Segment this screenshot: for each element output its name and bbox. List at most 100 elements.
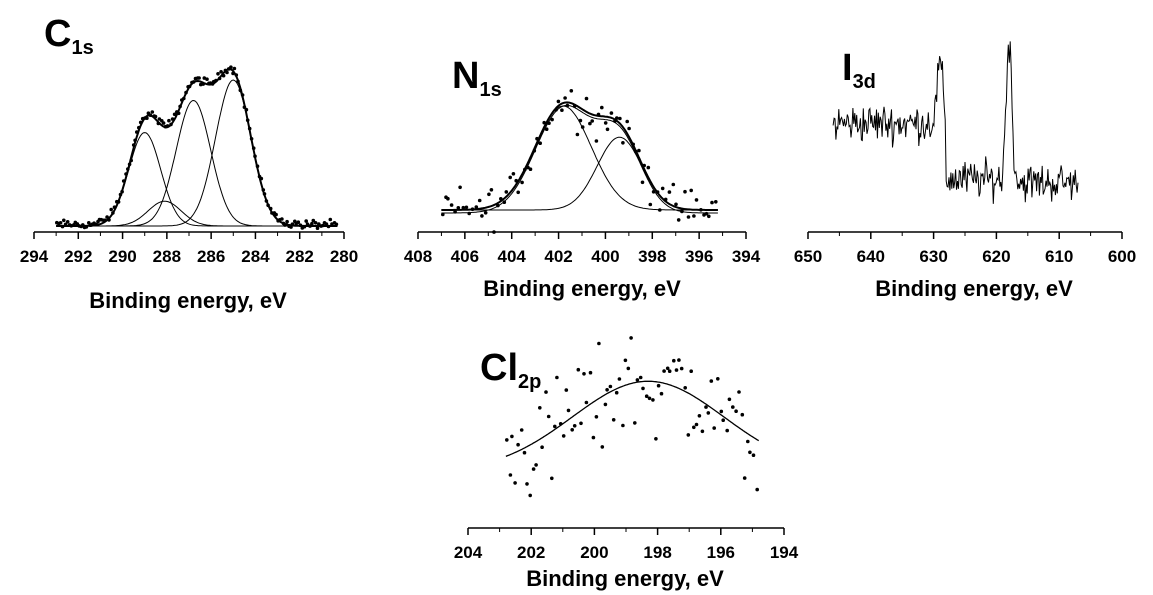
data-point-c1s: [103, 218, 107, 223]
data-point-n1s: [516, 190, 520, 195]
data-point-c1s: [302, 224, 307, 229]
data-point-cl2p: [546, 414, 551, 419]
data-point-n1s: [532, 149, 537, 153]
data-point-n1s: [627, 126, 631, 131]
data-point-cl2p: [576, 367, 581, 372]
data-point-c1s: [178, 104, 182, 109]
data-point-c1s: [121, 179, 126, 183]
x-tick-label-n1s: 408: [404, 247, 432, 266]
data-point-n1s: [547, 121, 551, 125]
data-point-n1s: [528, 167, 533, 171]
data-point-cl2p: [697, 414, 702, 418]
plot-area-c1s: 294 292 290 288 286 284 282 280: [20, 65, 358, 266]
data-point-cl2p: [528, 493, 532, 498]
data-point-n1s: [637, 148, 641, 153]
data-point-n1s: [621, 141, 625, 145]
data-point-c1s: [105, 215, 109, 219]
data-point-c1s: [84, 225, 89, 229]
data-point-n1s: [707, 214, 711, 219]
data-point-cl2p: [704, 405, 708, 409]
panel-title-cl2p-sub: 2p: [518, 371, 541, 393]
data-point-n1s: [542, 120, 546, 125]
data-point-n1s: [461, 205, 466, 210]
x-tick-label-cl2p: 198: [643, 543, 671, 562]
data-point-c1s: [201, 82, 205, 86]
data-point-cl2p: [614, 390, 619, 395]
data-point-c1s: [172, 112, 177, 117]
data-point-n1s: [625, 119, 629, 124]
data-point-cl2p: [534, 463, 538, 467]
data-point-n1s: [464, 205, 469, 210]
data-point-c1s: [289, 225, 293, 229]
data-point-c1s: [197, 76, 201, 80]
data-point-cl2p: [737, 390, 741, 394]
data-point-c1s: [310, 221, 314, 226]
data-point-n1s: [609, 111, 614, 115]
x-tick-label-c1s: 280: [330, 247, 358, 266]
data-point-c1s: [169, 122, 173, 127]
data-point-n1s: [658, 208, 662, 212]
data-point-n1s: [671, 182, 676, 187]
x-tick-label-c1s: 282: [286, 247, 314, 266]
x-tick-label-n1s: 398: [638, 247, 666, 266]
data-point-c1s: [187, 84, 192, 89]
data-point-cl2p: [513, 481, 517, 485]
data-point-cl2p: [600, 445, 605, 449]
x-axis-title-i3d: Binding energy, eV: [875, 276, 1073, 301]
x-tick-label-cl2p: 196: [707, 543, 735, 562]
data-point-cl2p: [748, 450, 752, 455]
data-point-n1s: [502, 200, 507, 204]
data-point-cl2p: [721, 418, 725, 423]
data-point-c1s: [205, 77, 209, 81]
data-point-c1s: [109, 207, 113, 212]
x-tick-label-c1s: 286: [197, 247, 225, 266]
data-point-c1s: [133, 138, 137, 143]
data-point-c1s: [234, 73, 239, 77]
data-point-cl2p: [553, 424, 557, 429]
data-point-c1s: [62, 218, 66, 223]
data-point-cl2p: [572, 424, 577, 428]
data-point-c1s: [244, 107, 249, 112]
data-point-cl2p: [692, 425, 696, 430]
data-point-n1s: [563, 96, 567, 100]
plot-area-i3d: 650 640 630 620 610 600: [794, 41, 1136, 266]
data-point-cl2p: [522, 450, 527, 455]
data-point-n1s: [594, 139, 599, 143]
x-tick-label-n1s: 400: [591, 247, 619, 266]
x-tick-label-n1s: 396: [685, 247, 713, 266]
data-point-n1s: [600, 105, 604, 110]
data-point-c1s: [182, 96, 186, 101]
data-point-n1s: [676, 218, 681, 222]
data-point-cl2p: [656, 383, 661, 388]
data-point-c1s: [264, 199, 269, 203]
data-point-c1s: [165, 124, 170, 128]
data-point-cl2p: [626, 366, 631, 371]
x-tick-label-c1s: 292: [64, 247, 92, 266]
data-point-cl2p: [579, 421, 583, 426]
x-tick-label-n1s: 394: [732, 247, 761, 266]
plot-area-n1s: 408 406 404 402 400 398 396 394: [404, 89, 761, 266]
data-point-n1s: [554, 108, 558, 112]
data-point-n1s: [538, 141, 542, 145]
data-point-c1s: [274, 212, 278, 217]
x-tick-label-i3d: 650: [794, 247, 822, 266]
data-point-cl2p: [644, 394, 649, 399]
data-point-c1s: [118, 192, 123, 197]
data-point-cl2p: [667, 369, 672, 374]
data-point-n1s: [648, 202, 653, 207]
data-point-n1s: [578, 118, 583, 123]
data-point-cl2p: [740, 412, 745, 417]
data-point-cl2p: [641, 386, 645, 391]
data-point-c1s: [137, 125, 141, 130]
data-point-cl2p: [719, 409, 724, 414]
data-point-cl2p: [588, 370, 593, 375]
data-point-cl2p: [525, 482, 529, 486]
data-point-c1s: [253, 154, 257, 158]
data-point-cl2p: [706, 411, 711, 415]
data-point-c1s: [262, 192, 267, 196]
x-tick-label-i3d: 630: [919, 247, 947, 266]
data-point-c1s: [116, 200, 121, 204]
data-point-n1s: [496, 203, 500, 208]
data-point-c1s: [138, 120, 143, 125]
